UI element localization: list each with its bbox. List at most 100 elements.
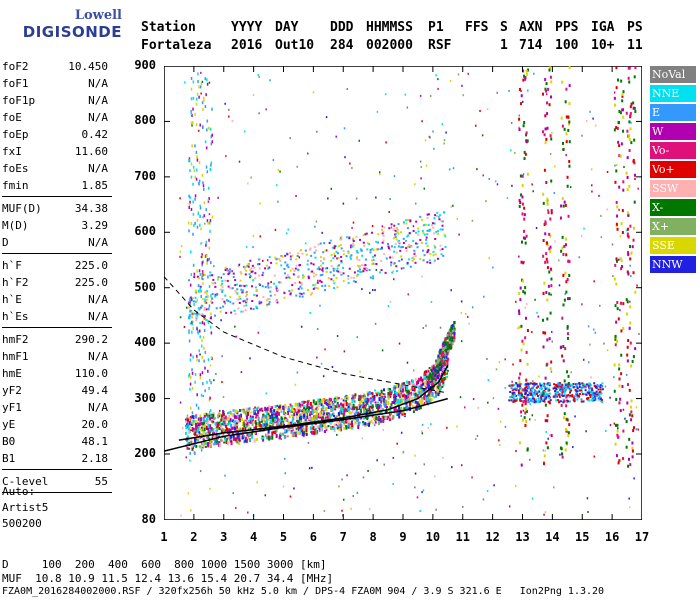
echo-point (627, 251, 630, 255)
echo-point (200, 417, 203, 422)
echo-point (567, 214, 570, 218)
echo-point (215, 307, 218, 310)
echo-point (360, 406, 363, 409)
echo-point (521, 418, 524, 422)
echo-point (194, 144, 196, 148)
echo-point (591, 190, 593, 193)
echo-point (192, 200, 194, 204)
echo-point (269, 79, 271, 82)
echo-point (211, 282, 214, 285)
echo-point (202, 126, 204, 130)
echo-point (217, 423, 220, 427)
echo-point (343, 127, 346, 130)
echo-point (618, 384, 621, 388)
echo-point (509, 384, 512, 387)
echo-point (369, 398, 372, 401)
echo-point (311, 423, 314, 427)
echo-point (569, 387, 572, 390)
echo-point (394, 235, 397, 238)
echo-point (238, 301, 241, 304)
echo-point (338, 421, 341, 425)
echo-point (250, 432, 253, 436)
echo-point (203, 421, 206, 425)
echo-point (526, 399, 529, 402)
echo-point (358, 268, 361, 271)
echo-point (544, 114, 547, 118)
echo-point (448, 168, 451, 171)
echo-point (630, 141, 633, 145)
echo-point (524, 402, 527, 406)
echo-point (286, 419, 289, 423)
echo-point (342, 202, 345, 205)
echo-point (210, 440, 212, 444)
echo-point (340, 402, 343, 406)
echo-point (234, 279, 237, 282)
echo-point (373, 394, 376, 398)
echo-point (398, 242, 401, 245)
echo-point (566, 332, 569, 336)
echo-point (368, 291, 371, 294)
echo-point (376, 391, 379, 394)
echo-point (527, 89, 529, 92)
param-value: 10.450 (68, 60, 108, 73)
echo-point (270, 412, 273, 417)
echo-point (268, 418, 271, 422)
echo-point (294, 383, 297, 386)
echo-point (629, 463, 632, 467)
echo-point (390, 261, 393, 264)
echo-point (357, 270, 360, 273)
echo-point (513, 383, 516, 386)
echo-point (619, 111, 622, 115)
echo-point (559, 216, 562, 220)
param-row: D N/A (2, 234, 110, 251)
echo-point (276, 410, 279, 415)
echo-point (359, 400, 362, 405)
echo-point (626, 232, 629, 236)
echo-point (264, 420, 267, 424)
echo-point (587, 391, 590, 394)
footer-muf-row: MUF 10.8 10.9 11.5 12.4 13.6 15.4 20.7 3… (2, 572, 334, 585)
echo-point (192, 326, 195, 330)
echo-point (425, 400, 428, 404)
echo-point (435, 393, 438, 398)
echo-point (428, 394, 431, 398)
echo-point (546, 243, 549, 247)
echo-point (309, 247, 312, 250)
echo-point (229, 418, 232, 423)
echo-point (314, 414, 317, 419)
echo-point (224, 437, 227, 441)
echo-point (588, 389, 591, 392)
echo-point (566, 325, 569, 329)
echo-point (211, 133, 213, 137)
param-key: h`F (2, 259, 22, 272)
echo-point (245, 438, 248, 443)
echo-point (229, 296, 232, 299)
echo-point (188, 373, 191, 377)
echo-point (566, 278, 569, 282)
echo-point (442, 254, 445, 257)
echo-point (393, 224, 396, 227)
echo-point (378, 410, 381, 415)
echo-point (427, 223, 430, 226)
echo-point (211, 436, 214, 440)
echo-point (181, 427, 184, 430)
auto-version: 500200 (2, 517, 42, 530)
echo-point (629, 305, 632, 309)
echo-point (593, 382, 596, 385)
echo-point (406, 405, 409, 409)
param-row: fmin 1.85 (2, 177, 110, 194)
echo-point (333, 252, 336, 255)
echo-point (550, 277, 553, 281)
echo-point (301, 413, 304, 417)
echo-point (600, 385, 603, 388)
echo-point (431, 365, 434, 370)
echo-point (200, 227, 202, 231)
echo-point (416, 393, 419, 398)
echo-point (343, 426, 346, 430)
echo-point (224, 429, 227, 432)
hdr-hhmmss: HHMMSS (366, 20, 413, 35)
echo-point (598, 395, 601, 398)
echo-point (247, 265, 250, 268)
echo-point (198, 179, 201, 183)
echo-point (373, 254, 376, 257)
